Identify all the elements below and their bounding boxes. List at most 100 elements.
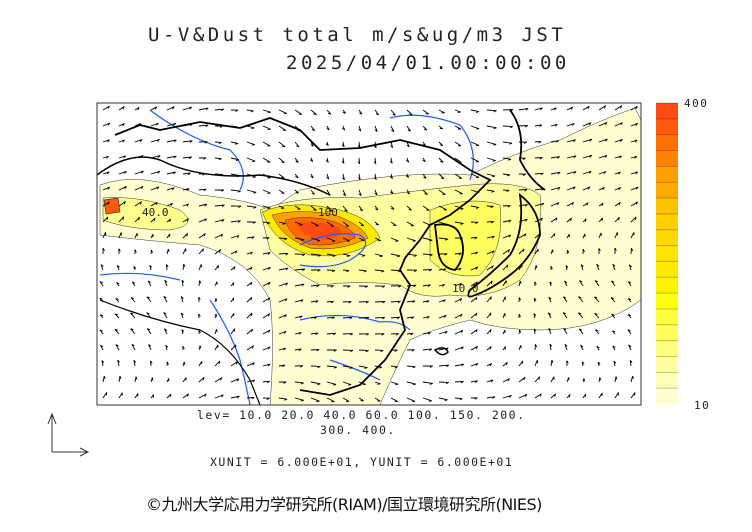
credit-text: ©九州大学応用力学研究所(RIAM)/国立環境研究所(NIES) (146, 495, 542, 514)
wind-arrow (534, 157, 543, 160)
wind-arrow (611, 330, 616, 335)
wind-arrow (594, 280, 600, 287)
wind-arrow (150, 377, 154, 383)
wind-arrow (166, 139, 177, 143)
wind-arrow (326, 253, 336, 257)
wind-arrow (214, 189, 225, 192)
wind-arrow (486, 173, 496, 178)
wind-arrow (630, 139, 638, 143)
wind-arrow (627, 281, 632, 287)
wind-arrow (163, 312, 168, 319)
wind-arrow (149, 264, 153, 271)
wind-arrow (614, 122, 623, 127)
wind-arrow (630, 155, 638, 159)
wind-arrow (614, 171, 621, 175)
wind-arrow (278, 330, 287, 335)
wind-arrow (342, 237, 351, 242)
wind-arrow (262, 205, 271, 210)
wind-arrow (116, 265, 120, 271)
wind-arrow (310, 205, 317, 211)
wind-arrow (342, 316, 353, 320)
wind-arrow (342, 285, 351, 288)
wind-arrow (565, 265, 569, 271)
colorbar (656, 102, 678, 405)
wind-arrow (278, 267, 289, 271)
wind-arrow (628, 344, 632, 351)
wind-arrow (438, 314, 447, 319)
wind-arrow (118, 106, 125, 111)
wind-arrow (422, 300, 430, 303)
colorbar-band (656, 324, 678, 342)
wind-arrow (165, 344, 169, 351)
wind-arrow (566, 106, 573, 111)
wind-arrow (166, 171, 176, 175)
wind-arrow (246, 297, 253, 303)
wind-arrow (150, 155, 161, 159)
wind-arrow (486, 396, 496, 399)
wind-arrow (614, 187, 621, 191)
wind-arrow (246, 345, 255, 351)
colorbar-band (656, 261, 678, 278)
colorbar-band (656, 340, 678, 357)
wind-arrow (438, 364, 450, 368)
wind-arrow (230, 395, 240, 399)
wind-arrow (342, 205, 348, 212)
wind-arrow (518, 157, 526, 160)
wind-arrow (278, 252, 289, 256)
wind-arrow (613, 360, 617, 367)
wind-arrow (611, 280, 616, 287)
wind-arrow (100, 344, 104, 351)
wind-arrow (550, 376, 555, 383)
wind-arrow (102, 216, 109, 223)
wind-arrow (454, 282, 462, 287)
wind-arrow (518, 125, 528, 128)
wind-arrow (614, 247, 617, 255)
wind-arrow (486, 329, 492, 335)
wind-arrow (166, 361, 169, 367)
wind-arrow (374, 205, 379, 211)
wind-arrow (454, 329, 464, 335)
wind-arrow (198, 345, 202, 351)
wind-arrow (114, 313, 120, 319)
wind-arrow (550, 217, 558, 223)
wind-arrow (470, 312, 478, 319)
wind-arrow (117, 359, 120, 367)
wind-arrow (182, 377, 187, 383)
wind-arrow (486, 189, 495, 193)
wind-arrow (246, 236, 255, 240)
wind-arrow (580, 344, 584, 351)
wind-arrow (406, 381, 416, 386)
wind-arrow (326, 173, 330, 180)
wind-arrow (214, 125, 223, 128)
wind-arrow (326, 237, 336, 242)
wind-arrow (470, 189, 480, 194)
wind-arrow (214, 157, 222, 161)
wind-arrow (502, 378, 510, 383)
wind-arrow (182, 248, 187, 255)
wind-arrow (278, 381, 287, 384)
wind-arrow (294, 381, 304, 385)
wind-vectors (99, 105, 639, 403)
wind-arrow (390, 381, 399, 386)
wind-arrow (406, 316, 415, 320)
wind-arrow (262, 141, 271, 147)
wind-arrow (502, 296, 506, 303)
wind-arrow (310, 109, 317, 116)
wind-arrow (627, 314, 632, 319)
wind-arrow (614, 392, 619, 399)
wind-arrow (198, 264, 203, 271)
wind-arrow (294, 315, 303, 319)
wind-arrow (99, 314, 104, 319)
wind-arrow (278, 282, 289, 287)
wind-arrow (534, 281, 537, 287)
wind-arrow (198, 173, 206, 176)
wind-arrow (578, 296, 584, 303)
wind-arrow (102, 232, 107, 239)
wind-arrow (180, 312, 184, 319)
wind-arrow (597, 361, 601, 367)
wind-arrow (134, 376, 138, 383)
wind-arrow (278, 364, 286, 368)
wind-arrow (198, 141, 208, 144)
wind-arrow (454, 173, 463, 179)
contour-label: 100 (318, 206, 338, 219)
